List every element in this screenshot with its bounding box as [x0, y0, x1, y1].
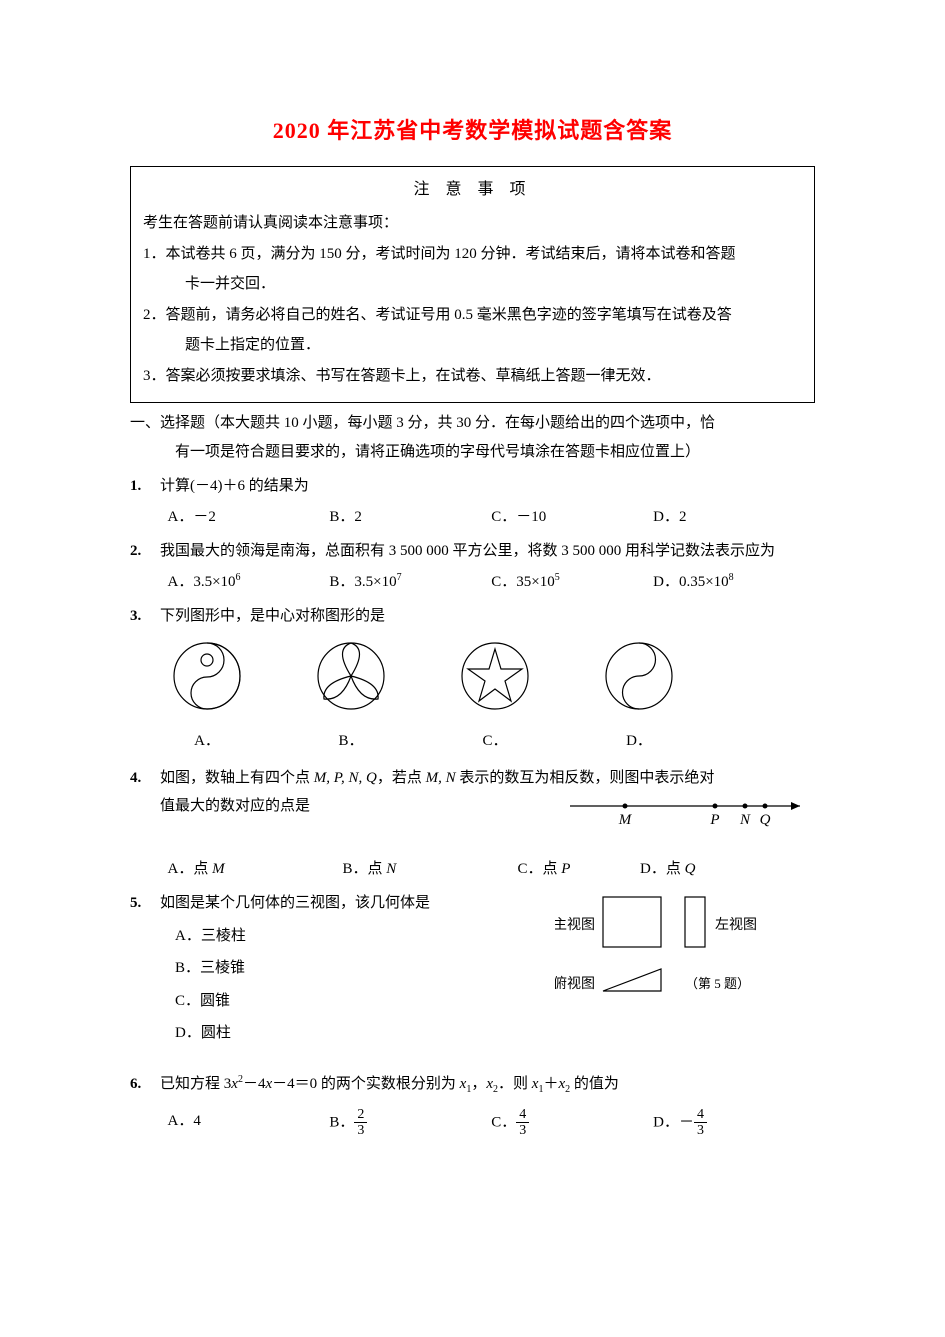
q6-optB: B．23	[329, 1107, 491, 1139]
svg-text:N: N	[739, 812, 751, 828]
svg-text:俯视图: 俯视图	[555, 976, 595, 992]
q5-optA: A．三棱柱	[160, 922, 555, 951]
q6-optA: A．4	[168, 1107, 330, 1139]
notice-item-2a: 2．答题前，请务必将自己的姓名、考试证号用 0.5 毫米黑色字迹的签字笔填写在试…	[143, 301, 802, 330]
q4-optA: A．点 M	[168, 855, 343, 884]
q1-optD: D．2	[653, 503, 815, 532]
question-6: 6. 已知方程 3x2－4x－4＝0 的两个实数根分别为 x1，x2．则 x1＋…	[130, 1070, 815, 1139]
q6-optD: D．－43	[653, 1107, 815, 1139]
q4-optC: C．点 P	[518, 855, 641, 884]
q1-num: 1.	[130, 472, 160, 531]
q1-optC: C．－10	[491, 503, 653, 532]
q2-text: 我国最大的领海是南海，总面积有 3 500 000 平方公里，将数 3 500 …	[160, 537, 815, 566]
notice-item-1a: 1．本试卷共 6 页，满分为 150 分，考试时间为 120 分钟．考试结束后，…	[143, 240, 802, 269]
q1-optA: A．－2	[168, 503, 330, 532]
svg-text:左视图: 左视图	[715, 917, 757, 933]
q6-optC: C．43	[491, 1107, 653, 1139]
q3-labelB: B．	[314, 727, 388, 756]
q2-options: A．3.5×106 B．3.5×107 C．35×105 D．0.35×108	[160, 568, 815, 597]
q4-optD: D．点 Q	[640, 855, 815, 884]
q5-optB: B．三棱锥	[160, 954, 555, 983]
number-line-figure: M P N Q	[565, 792, 815, 843]
q4-options: A．点 M B．点 N C．点 P D．点 Q	[160, 855, 815, 884]
question-5: 5. 如图是某个几何体的三视图，该几何体是 A．三棱柱 B．三棱锥 C．圆锥 D…	[130, 889, 815, 1048]
q3-num: 3.	[130, 602, 160, 758]
notice-box: 注 意 事 项 考生在答题前请认真阅读本注意事项： 1．本试卷共 6 页，满分为…	[130, 166, 815, 403]
q3-labelD: D．	[602, 727, 676, 756]
notice-item-3: 3．答案必须按要求填涂、书写在答题卡上，在试卷、草稿纸上答题一律无效．	[143, 362, 802, 391]
section1-line1: 一、选择题（本大题共 10 小题，每小题 3 分，共 30 分．在每小题给出的四…	[130, 409, 815, 438]
q4-optB: B．点 N	[343, 855, 518, 884]
question-2: 2. 我国最大的领海是南海，总面积有 3 500 000 平方公里，将数 3 5…	[130, 537, 815, 596]
q6-options: A．4 B．23 C．43 D．－43	[160, 1107, 815, 1139]
q1-optB: B．2	[329, 503, 491, 532]
notice-item-2b: 题卡上指定的位置．	[143, 331, 802, 360]
svg-text:Q: Q	[760, 812, 771, 828]
shape-d-icon	[602, 639, 676, 713]
notice-intro: 考生在答题前请认真阅读本注意事项：	[143, 209, 802, 238]
q4-text: 如图，数轴上有四个点 M, P, N, Q，若点 M, N 表示的数互为相反数，…	[160, 764, 815, 793]
q3-labelA: A．	[170, 727, 244, 756]
q2-optB: B．3.5×107	[329, 568, 491, 597]
q6-num: 6.	[130, 1070, 160, 1139]
shape-b-icon	[314, 639, 388, 713]
svg-text:M: M	[618, 812, 633, 828]
svg-text:（第 5 题）: （第 5 题）	[685, 976, 750, 991]
q6-text: 已知方程 3x2－4x－4＝0 的两个实数根分别为 x1，x2．则 x1＋x2 …	[160, 1070, 815, 1099]
three-view-figure: 主视图 左视图 俯视图 （第 5 题）	[555, 889, 815, 1048]
section1-line2: 有一项是符合题目要求的，请将正确选项的字母代号填涂在答题卡相应位置上）	[130, 438, 815, 467]
notice-item-1b: 卡一并交回．	[143, 270, 802, 299]
shape-c-icon	[458, 639, 532, 713]
question-1: 1. 计算(－4)＋6 的结果为 A．－2 B．2 C．－10 D．2	[130, 472, 815, 531]
q5-optD: D．圆柱	[160, 1019, 555, 1048]
q1-text: 计算(－4)＋6 的结果为	[160, 472, 815, 501]
q2-num: 2.	[130, 537, 160, 596]
page-title: 2020 年江苏省中考数学模拟试题含答案	[130, 110, 815, 152]
q4-num: 4.	[130, 764, 160, 884]
notice-heading: 注 意 事 项	[143, 175, 802, 205]
q3-shapes: A． B． C．	[170, 639, 815, 756]
shape-a-icon	[170, 639, 244, 713]
q2-optA: A．3.5×106	[168, 568, 330, 597]
q3-text: 下列图形中，是中心对称图形的是	[160, 602, 815, 631]
q5-num: 5.	[130, 889, 160, 1048]
q2-optD: D．0.35×108	[653, 568, 815, 597]
q5-optC: C．圆锥	[160, 987, 555, 1016]
q4-text2: 值最大的数对应的点是	[160, 792, 565, 821]
question-3: 3. 下列图形中，是中心对称图形的是 A． B．	[130, 602, 815, 758]
q3-labelC: C．	[458, 727, 532, 756]
q5-text: 如图是某个几何体的三视图，该几何体是	[160, 889, 555, 918]
q2-optC: C．35×105	[491, 568, 653, 597]
svg-text:主视图: 主视图	[555, 917, 595, 933]
question-4: 4. 如图，数轴上有四个点 M, P, N, Q，若点 M, N 表示的数互为相…	[130, 764, 815, 884]
svg-text:P: P	[709, 812, 719, 828]
q1-options: A．－2 B．2 C．－10 D．2	[160, 503, 815, 532]
